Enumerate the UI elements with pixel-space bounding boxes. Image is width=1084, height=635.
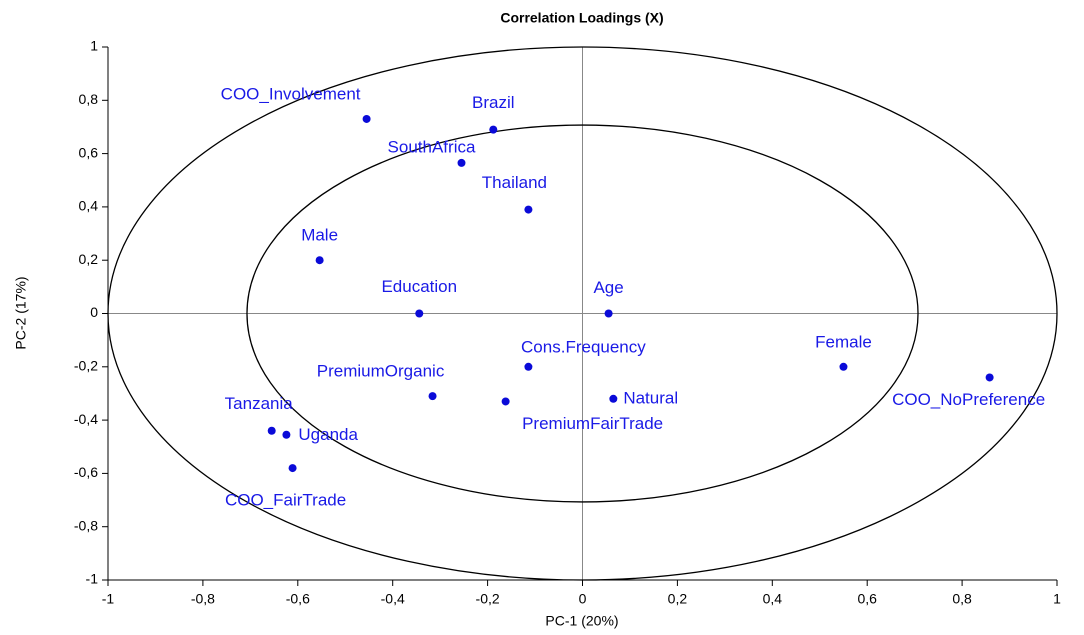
x-tick-label: 1: [1053, 591, 1061, 607]
x-tick-label: -0,4: [381, 591, 405, 607]
point: [609, 394, 618, 403]
x-tick-label: 0,8: [952, 591, 972, 607]
correlation-circle: [246, 124, 919, 503]
point-label: PremiumFairTrade: [522, 414, 663, 433]
y-tick-label: 1: [90, 38, 98, 54]
y-tick-label: 0,4: [79, 198, 99, 214]
point: [524, 362, 533, 371]
x-tick-label: 0: [579, 591, 587, 607]
point-label: COO_FairTrade: [225, 491, 346, 510]
point-label: Male: [301, 226, 338, 245]
y-tick-label: 0,2: [79, 251, 99, 267]
y-tick-label: -0,4: [74, 411, 98, 427]
point-label: Uganda: [298, 425, 358, 444]
correlation-circle: [107, 46, 1058, 581]
y-tick-label: -0,8: [74, 517, 98, 533]
x-tick-label: 0,4: [763, 591, 783, 607]
x-tick-label: 0,2: [668, 591, 688, 607]
point: [315, 256, 324, 265]
point: [985, 373, 994, 382]
point-label: Female: [815, 332, 872, 351]
x-tick-label: 0,6: [857, 591, 877, 607]
y-tick-label: -0,2: [74, 358, 98, 374]
x-tick-label: -0,2: [476, 591, 500, 607]
y-tick-label: 0: [90, 304, 98, 320]
point: [428, 392, 437, 401]
point-label: Education: [381, 277, 457, 296]
y-tick-label: 0,8: [79, 91, 99, 107]
point: [489, 125, 498, 134]
point-label: SouthAfrica: [388, 137, 476, 156]
point: [288, 464, 297, 473]
point-label: Thailand: [482, 173, 547, 192]
point-label: Cons.Frequency: [521, 337, 646, 356]
point: [524, 205, 533, 214]
y-tick-label: -1: [86, 571, 99, 587]
point: [457, 158, 466, 167]
point-label: COO_NoPreference: [892, 390, 1045, 409]
y-axis-label: PC-2 (17%): [13, 276, 29, 349]
x-tick-label: -0,6: [286, 591, 310, 607]
x-tick-label: -1: [102, 591, 115, 607]
point-label: COO_Involvement: [221, 84, 361, 103]
y-tick-label: -0,6: [74, 464, 98, 480]
point: [282, 430, 291, 439]
point: [501, 397, 510, 406]
point: [604, 309, 613, 318]
point: [362, 114, 371, 123]
point-label: Age: [593, 278, 623, 297]
chart-title: Correlation Loadings (X): [500, 10, 663, 26]
x-axis-label: PC-1 (20%): [545, 613, 618, 629]
point-label: Tanzania: [225, 394, 294, 413]
point-label: PremiumOrganic: [317, 362, 445, 381]
y-tick-label: 0,6: [79, 144, 99, 160]
x-tick-label: -0,8: [191, 591, 215, 607]
point-label: Brazil: [472, 93, 515, 112]
point: [415, 309, 424, 318]
point: [839, 362, 848, 371]
point: [267, 426, 276, 435]
point-label: Natural: [623, 388, 678, 407]
